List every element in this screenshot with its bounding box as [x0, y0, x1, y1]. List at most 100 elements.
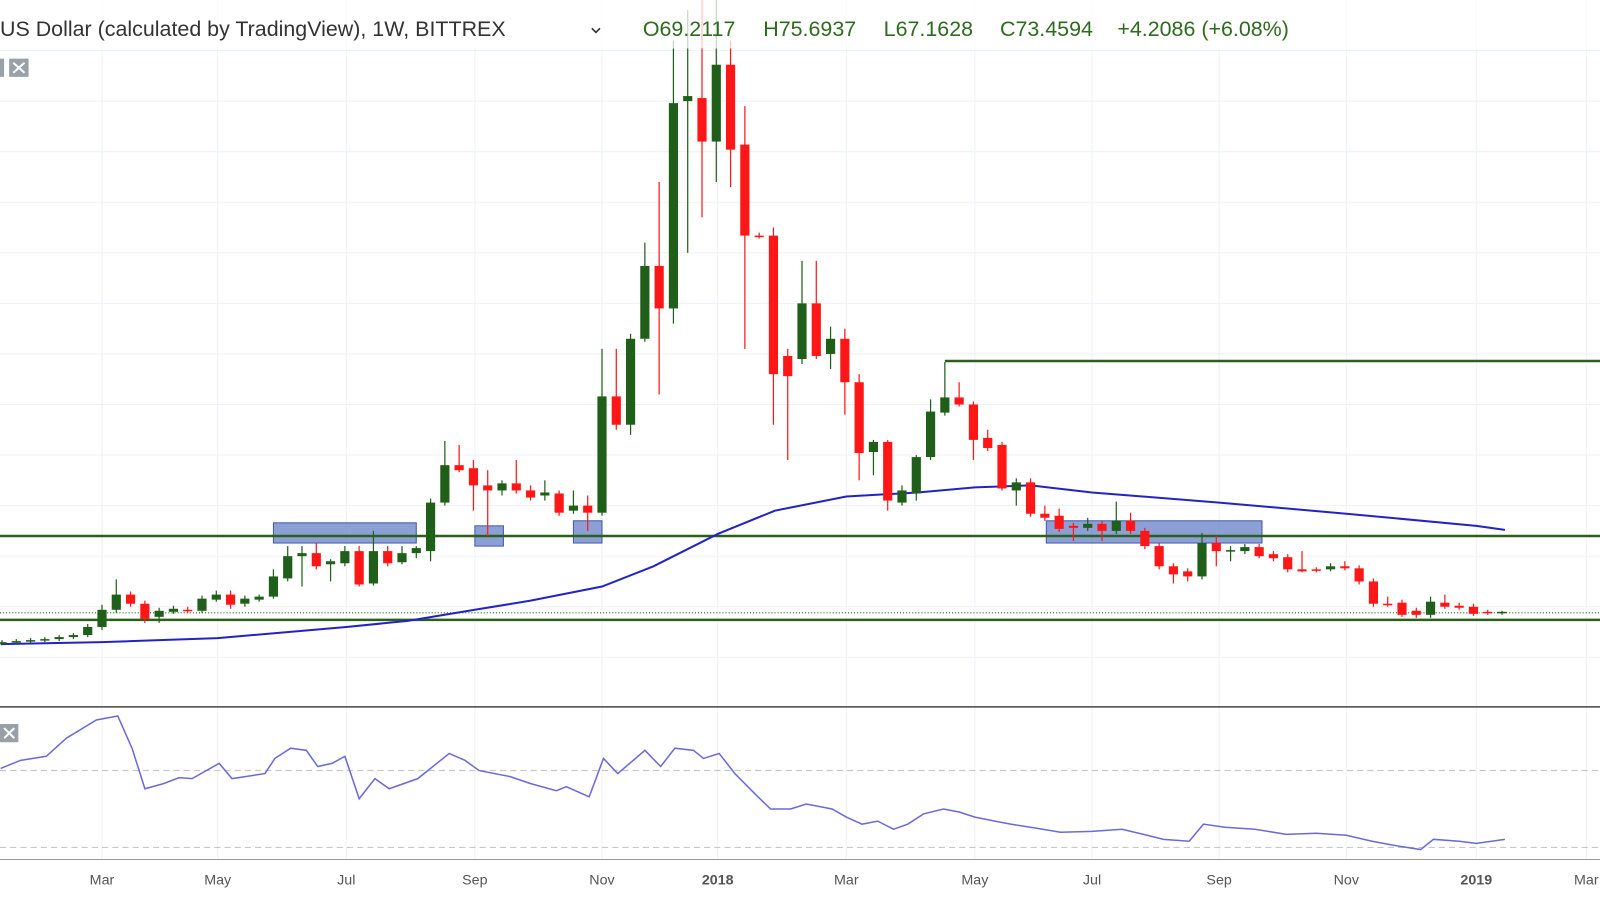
candle-body	[897, 490, 907, 503]
x-tick-label: Mar	[90, 873, 115, 889]
candle-body	[0, 642, 7, 644]
candle-body	[954, 397, 964, 405]
close-button[interactable]	[9, 58, 29, 77]
zone	[272, 522, 417, 544]
candle-body	[940, 397, 950, 413]
candle-body	[640, 265, 650, 339]
candle-body	[1454, 605, 1464, 608]
candle-body	[997, 444, 1007, 489]
candle-body	[454, 465, 464, 471]
candle-body	[311, 553, 321, 567]
candle-body	[1183, 571, 1193, 577]
x-tick-label: Nov	[1334, 873, 1360, 889]
x-tick-label: Jul	[1083, 873, 1101, 889]
candle-body	[483, 485, 493, 491]
candle-body	[568, 505, 579, 511]
settings-button[interactable]	[0, 58, 5, 77]
candle-body	[725, 64, 736, 150]
x-tick-label: May	[204, 873, 232, 889]
candle-body	[1440, 602, 1450, 607]
candle-body	[783, 355, 793, 377]
candle-body	[968, 404, 979, 440]
candle-body	[25, 640, 36, 642]
x-tick-label: 2018	[702, 873, 734, 889]
candle-body	[1411, 610, 1421, 615]
candle-body	[368, 551, 379, 584]
candle-body	[1468, 606, 1479, 614]
candle-body	[1225, 550, 1236, 552]
candle-body	[97, 609, 107, 627]
candle-body	[911, 457, 921, 494]
candle-body	[754, 235, 764, 238]
candle-body	[1168, 566, 1179, 575]
candle-body	[68, 635, 79, 638]
ohlc-change: +4.2086 (+6.08%)	[1117, 17, 1289, 41]
candle-body	[697, 98, 707, 142]
candle-body	[440, 465, 450, 503]
candle-body	[125, 594, 136, 604]
candle-body	[183, 609, 193, 612]
candle-body	[1125, 520, 1136, 531]
candle-body	[197, 598, 207, 611]
ohlc-open: O69.2117	[643, 17, 736, 41]
candle-body	[1340, 566, 1350, 569]
candle-body	[1483, 611, 1493, 614]
oscillator-line	[0, 715, 1506, 851]
candle-body	[325, 561, 336, 565]
candle-body	[354, 551, 364, 585]
candle-body	[611, 396, 621, 425]
candle-body	[1254, 547, 1264, 557]
dropdown-chevron[interactable]	[591, 27, 601, 34]
osc-close-button[interactable]	[0, 724, 19, 743]
candle-body	[111, 594, 121, 610]
candle-body	[825, 338, 836, 354]
candle-body	[1197, 543, 1207, 577]
candle-body	[1211, 543, 1221, 552]
candle-body	[525, 490, 536, 498]
candle-body	[768, 235, 779, 375]
candle-body	[497, 483, 507, 491]
close-icon	[3, 727, 16, 739]
candle-body	[1368, 581, 1379, 604]
candle-body	[883, 441, 893, 501]
candle-body	[140, 603, 150, 619]
candle-body	[240, 598, 250, 604]
candle-body	[1068, 525, 1079, 528]
chart-title: US Dollar (calculated by TradingView), 1…	[0, 17, 506, 41]
candle-body	[511, 483, 521, 491]
candle-body	[1097, 523, 1107, 531]
candle-body	[925, 411, 936, 458]
candle-body	[740, 144, 750, 236]
candle-body	[1240, 547, 1250, 552]
x-tick-label: Jul	[337, 873, 355, 889]
candle-body	[468, 468, 479, 486]
moving-average	[0, 484, 1506, 646]
candle-body	[383, 551, 393, 564]
candle-body	[1354, 568, 1364, 582]
candle-body	[668, 103, 679, 309]
candle-body	[297, 553, 307, 557]
plot-area	[0, 0, 1600, 851]
candle-body	[268, 576, 279, 597]
candle-body	[1325, 566, 1336, 570]
candle-body	[1011, 482, 1021, 491]
candle-body	[683, 96, 693, 102]
candle-body	[625, 338, 636, 425]
candle-body	[425, 502, 436, 552]
ohlc-low: L67.1628	[884, 17, 973, 41]
candle-body	[83, 626, 93, 636]
candle-body	[540, 492, 550, 496]
header-backdrop	[0, 0, 1600, 49]
candle-body	[1140, 530, 1150, 547]
x-tick-label: Nov	[589, 873, 615, 889]
candle-body	[1111, 520, 1121, 531]
candle-body	[1154, 546, 1164, 567]
candle-body	[583, 505, 593, 513]
candle-body	[1497, 611, 1507, 614]
candle-body	[554, 493, 564, 513]
candle-body	[1311, 569, 1321, 571]
candle-body	[1025, 482, 1036, 514]
candle-body	[1040, 513, 1050, 518]
candle-body	[283, 556, 293, 579]
